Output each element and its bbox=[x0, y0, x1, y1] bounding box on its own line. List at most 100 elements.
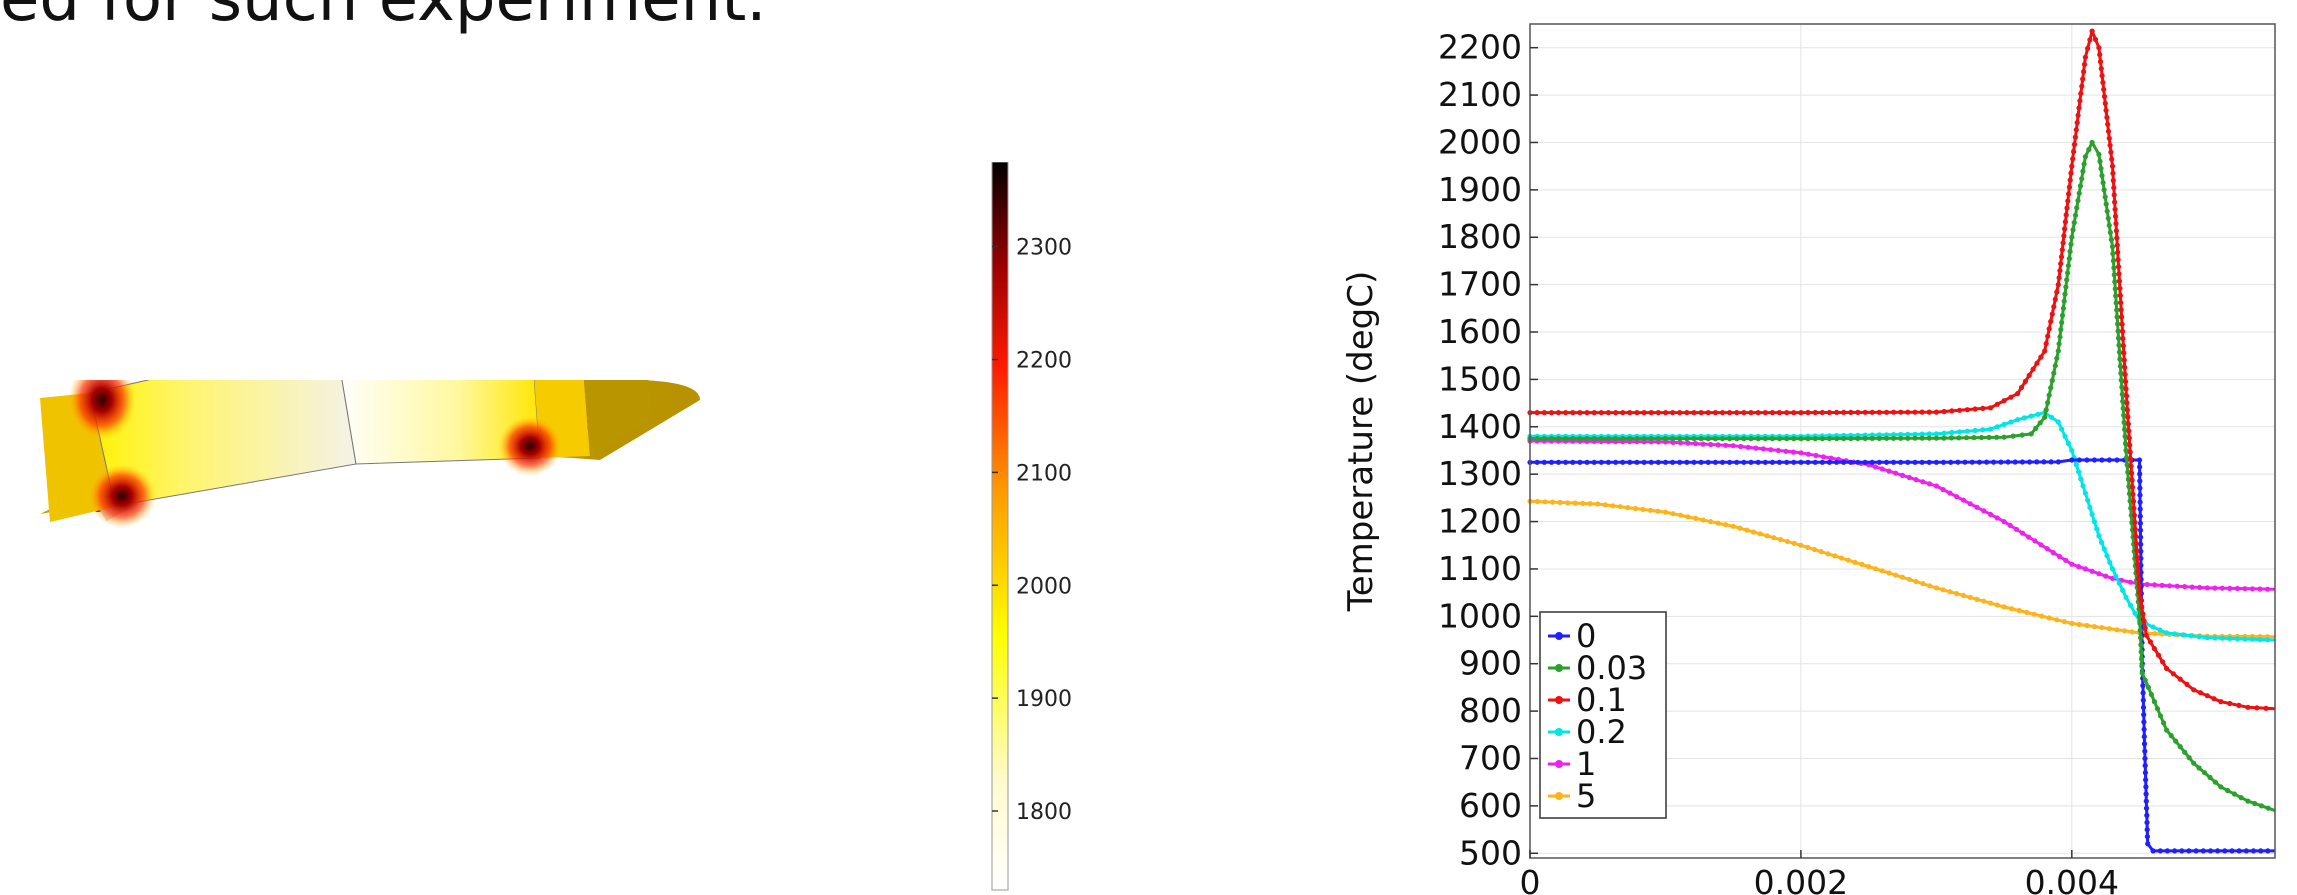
data-point bbox=[2120, 398, 2126, 404]
legend-label: 0.2 bbox=[1576, 713, 1627, 751]
data-point bbox=[2116, 271, 2122, 277]
data-point bbox=[2137, 527, 2144, 533]
data-point bbox=[2157, 627, 2163, 633]
data-point bbox=[1805, 544, 1811, 551]
data-point bbox=[2076, 469, 2082, 475]
data-point bbox=[2109, 163, 2116, 169]
data-point bbox=[2076, 457, 2082, 463]
data-point bbox=[2122, 364, 2128, 370]
data-point bbox=[2009, 606, 2015, 612]
data-point bbox=[1920, 479, 1926, 485]
data-point bbox=[2046, 615, 2052, 621]
data-point bbox=[1712, 436, 1718, 442]
y-tick-label: 1100 bbox=[1438, 549, 1522, 588]
data-point bbox=[2112, 199, 2118, 205]
y-tick-label: 900 bbox=[1459, 644, 1522, 683]
data-point bbox=[1691, 410, 1697, 416]
data-point bbox=[2137, 520, 2143, 526]
y-tick-label: 1300 bbox=[1438, 454, 1522, 493]
data-point bbox=[2121, 419, 2127, 425]
data-point bbox=[1845, 557, 1851, 563]
data-point bbox=[2124, 400, 2130, 406]
series-0_2 bbox=[1527, 410, 2276, 643]
y-tick-label: 1400 bbox=[1438, 407, 1522, 446]
data-point bbox=[2113, 300, 2119, 306]
data-point bbox=[2136, 583, 2142, 589]
data-point bbox=[1598, 459, 1604, 465]
data-point bbox=[2065, 440, 2071, 446]
data-point bbox=[1898, 409, 1904, 415]
data-point bbox=[2069, 620, 2075, 627]
data-point bbox=[2121, 357, 2127, 363]
data-point bbox=[2070, 227, 2076, 233]
data-point bbox=[1852, 559, 1858, 565]
data-point bbox=[1994, 434, 2000, 440]
data-point bbox=[1684, 436, 1690, 442]
data-point bbox=[1841, 459, 1847, 465]
data-point bbox=[2076, 564, 2082, 570]
data-point bbox=[1648, 410, 1654, 416]
data-point bbox=[1605, 459, 1611, 465]
data-point bbox=[2082, 490, 2088, 496]
data-point bbox=[1698, 410, 1704, 416]
data-point bbox=[2123, 393, 2130, 399]
data-point bbox=[1974, 596, 1980, 602]
data-point bbox=[2098, 165, 2104, 172]
data-point bbox=[2077, 98, 2083, 104]
data-point bbox=[1919, 409, 1925, 415]
data-point bbox=[2250, 848, 2257, 854]
data-point bbox=[1677, 512, 1684, 518]
data-point bbox=[2132, 519, 2138, 526]
data-point bbox=[2005, 459, 2011, 465]
data-point bbox=[2057, 268, 2063, 274]
data-point bbox=[1941, 435, 1947, 441]
data-point bbox=[2125, 421, 2131, 427]
data-point bbox=[2042, 348, 2048, 354]
data-point bbox=[1572, 500, 1578, 506]
data-point bbox=[1898, 435, 1904, 441]
data-point bbox=[2101, 187, 2107, 193]
data-point bbox=[2062, 219, 2068, 225]
data-point bbox=[1563, 436, 1569, 442]
data-point bbox=[1634, 436, 1640, 442]
data-point bbox=[2048, 318, 2054, 325]
data-point bbox=[2121, 350, 2127, 356]
data-point bbox=[1805, 459, 1811, 465]
data-point bbox=[1719, 436, 1726, 442]
data-point bbox=[2142, 770, 2148, 776]
data-point bbox=[1805, 409, 1811, 416]
data-point bbox=[2115, 249, 2121, 255]
data-point bbox=[2121, 412, 2127, 418]
data-point bbox=[2145, 684, 2151, 691]
data-point bbox=[2068, 170, 2074, 176]
data-point bbox=[2254, 705, 2260, 711]
data-point bbox=[2052, 363, 2058, 369]
data-point bbox=[1700, 517, 1706, 523]
data-point bbox=[2034, 459, 2040, 465]
data-point bbox=[1869, 459, 1875, 465]
data-point bbox=[2001, 421, 2007, 427]
data-point bbox=[2075, 112, 2081, 118]
data-point bbox=[2111, 185, 2117, 191]
data-point bbox=[1705, 410, 1711, 416]
data-point bbox=[2069, 234, 2075, 240]
data-point bbox=[2010, 433, 2016, 439]
data-point bbox=[2051, 370, 2057, 376]
data-point bbox=[2143, 632, 2149, 638]
data-point bbox=[2152, 631, 2158, 637]
data-point bbox=[2049, 377, 2055, 384]
data-point bbox=[2069, 457, 2075, 463]
data-point bbox=[2106, 626, 2112, 632]
data-point bbox=[1627, 459, 1633, 465]
y-tick-label: 1600 bbox=[1438, 312, 1522, 351]
data-point bbox=[2043, 407, 2049, 413]
data-point bbox=[1534, 436, 1540, 442]
data-point bbox=[1872, 464, 1878, 470]
data-point bbox=[2188, 633, 2194, 639]
data-point bbox=[1876, 435, 1882, 441]
data-point bbox=[1948, 435, 1954, 441]
data-point bbox=[2031, 611, 2037, 617]
data-point bbox=[2160, 659, 2166, 665]
data-point bbox=[2177, 676, 2183, 682]
data-point bbox=[2119, 328, 2126, 334]
